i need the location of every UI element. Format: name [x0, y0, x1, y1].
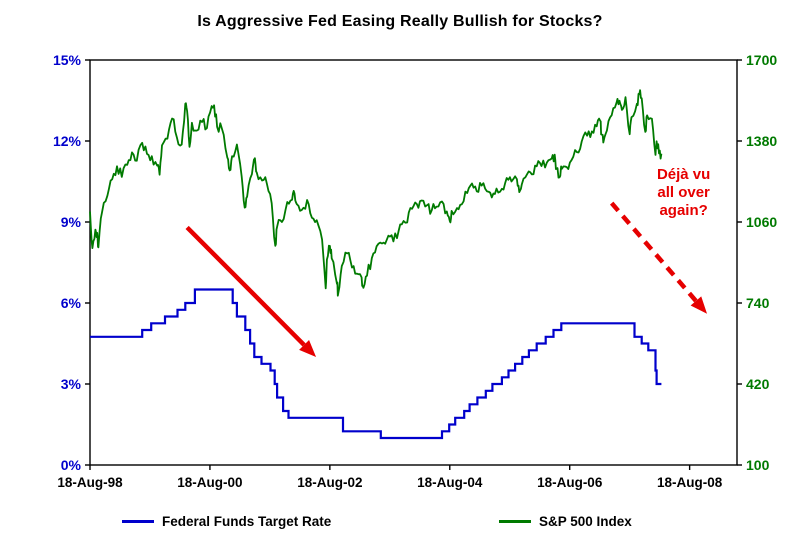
x-axis-tick-label: 18-Aug-00: [177, 475, 242, 490]
legend-item-sp500: S&P 500 Index: [499, 512, 632, 530]
right-axis-tick-label: 1700: [746, 52, 777, 68]
sp500-line-swatch: [499, 519, 531, 523]
right-axis-tick-label: 740: [746, 295, 770, 311]
x-axis-tick-label: 18-Aug-06: [537, 475, 603, 490]
left-axis-tick-label: 9%: [61, 214, 82, 230]
left-axis-tick-label: 15%: [53, 52, 82, 68]
x-axis-tick-label: 18-Aug-04: [417, 475, 483, 490]
left-axis-tick-label: 3%: [61, 376, 82, 392]
deja-vu-note-line: all over: [657, 184, 710, 201]
fed-funds-line: [90, 288, 662, 440]
easing-arrow: [185, 225, 306, 347]
x-axis-tick-label: 18-Aug-08: [657, 475, 723, 490]
legend-item-fed-funds: Federal Funds Target Rate: [122, 512, 331, 530]
legend-label-sp500: S&P 500 Index: [539, 513, 632, 529]
right-axis-tick-label: 420: [746, 376, 770, 392]
deja-vu-note-line: again?: [659, 202, 707, 219]
right-axis-tick-label: 1060: [746, 214, 777, 230]
plot-border: [89, 59, 738, 466]
x-axis-tick-label: 18-Aug-02: [297, 475, 362, 490]
left-axis-tick-label: 0%: [61, 457, 82, 473]
easing-arrow-head: [299, 340, 317, 357]
right-axis-tick-label: 1380: [746, 133, 777, 149]
x-axis-tick-label: 18-Aug-98: [57, 475, 123, 490]
left-axis-tick-label: 6%: [61, 295, 82, 311]
right-axis-tick-label: 100: [746, 457, 770, 473]
deja-vu-note-line: Déjà vu: [657, 166, 710, 183]
deja-vu-arrow-head: [690, 296, 708, 314]
left-axis-tick-label: 12%: [53, 133, 82, 149]
fed-funds-line-swatch: [122, 519, 154, 523]
legend-label-fed-funds: Federal Funds Target Rate: [162, 513, 332, 529]
sp500-line: [89, 89, 663, 297]
deja-vu-arrow: [609, 201, 698, 303]
chart-title: Is Aggressive Fed Easing Really Bullish …: [197, 13, 603, 30]
